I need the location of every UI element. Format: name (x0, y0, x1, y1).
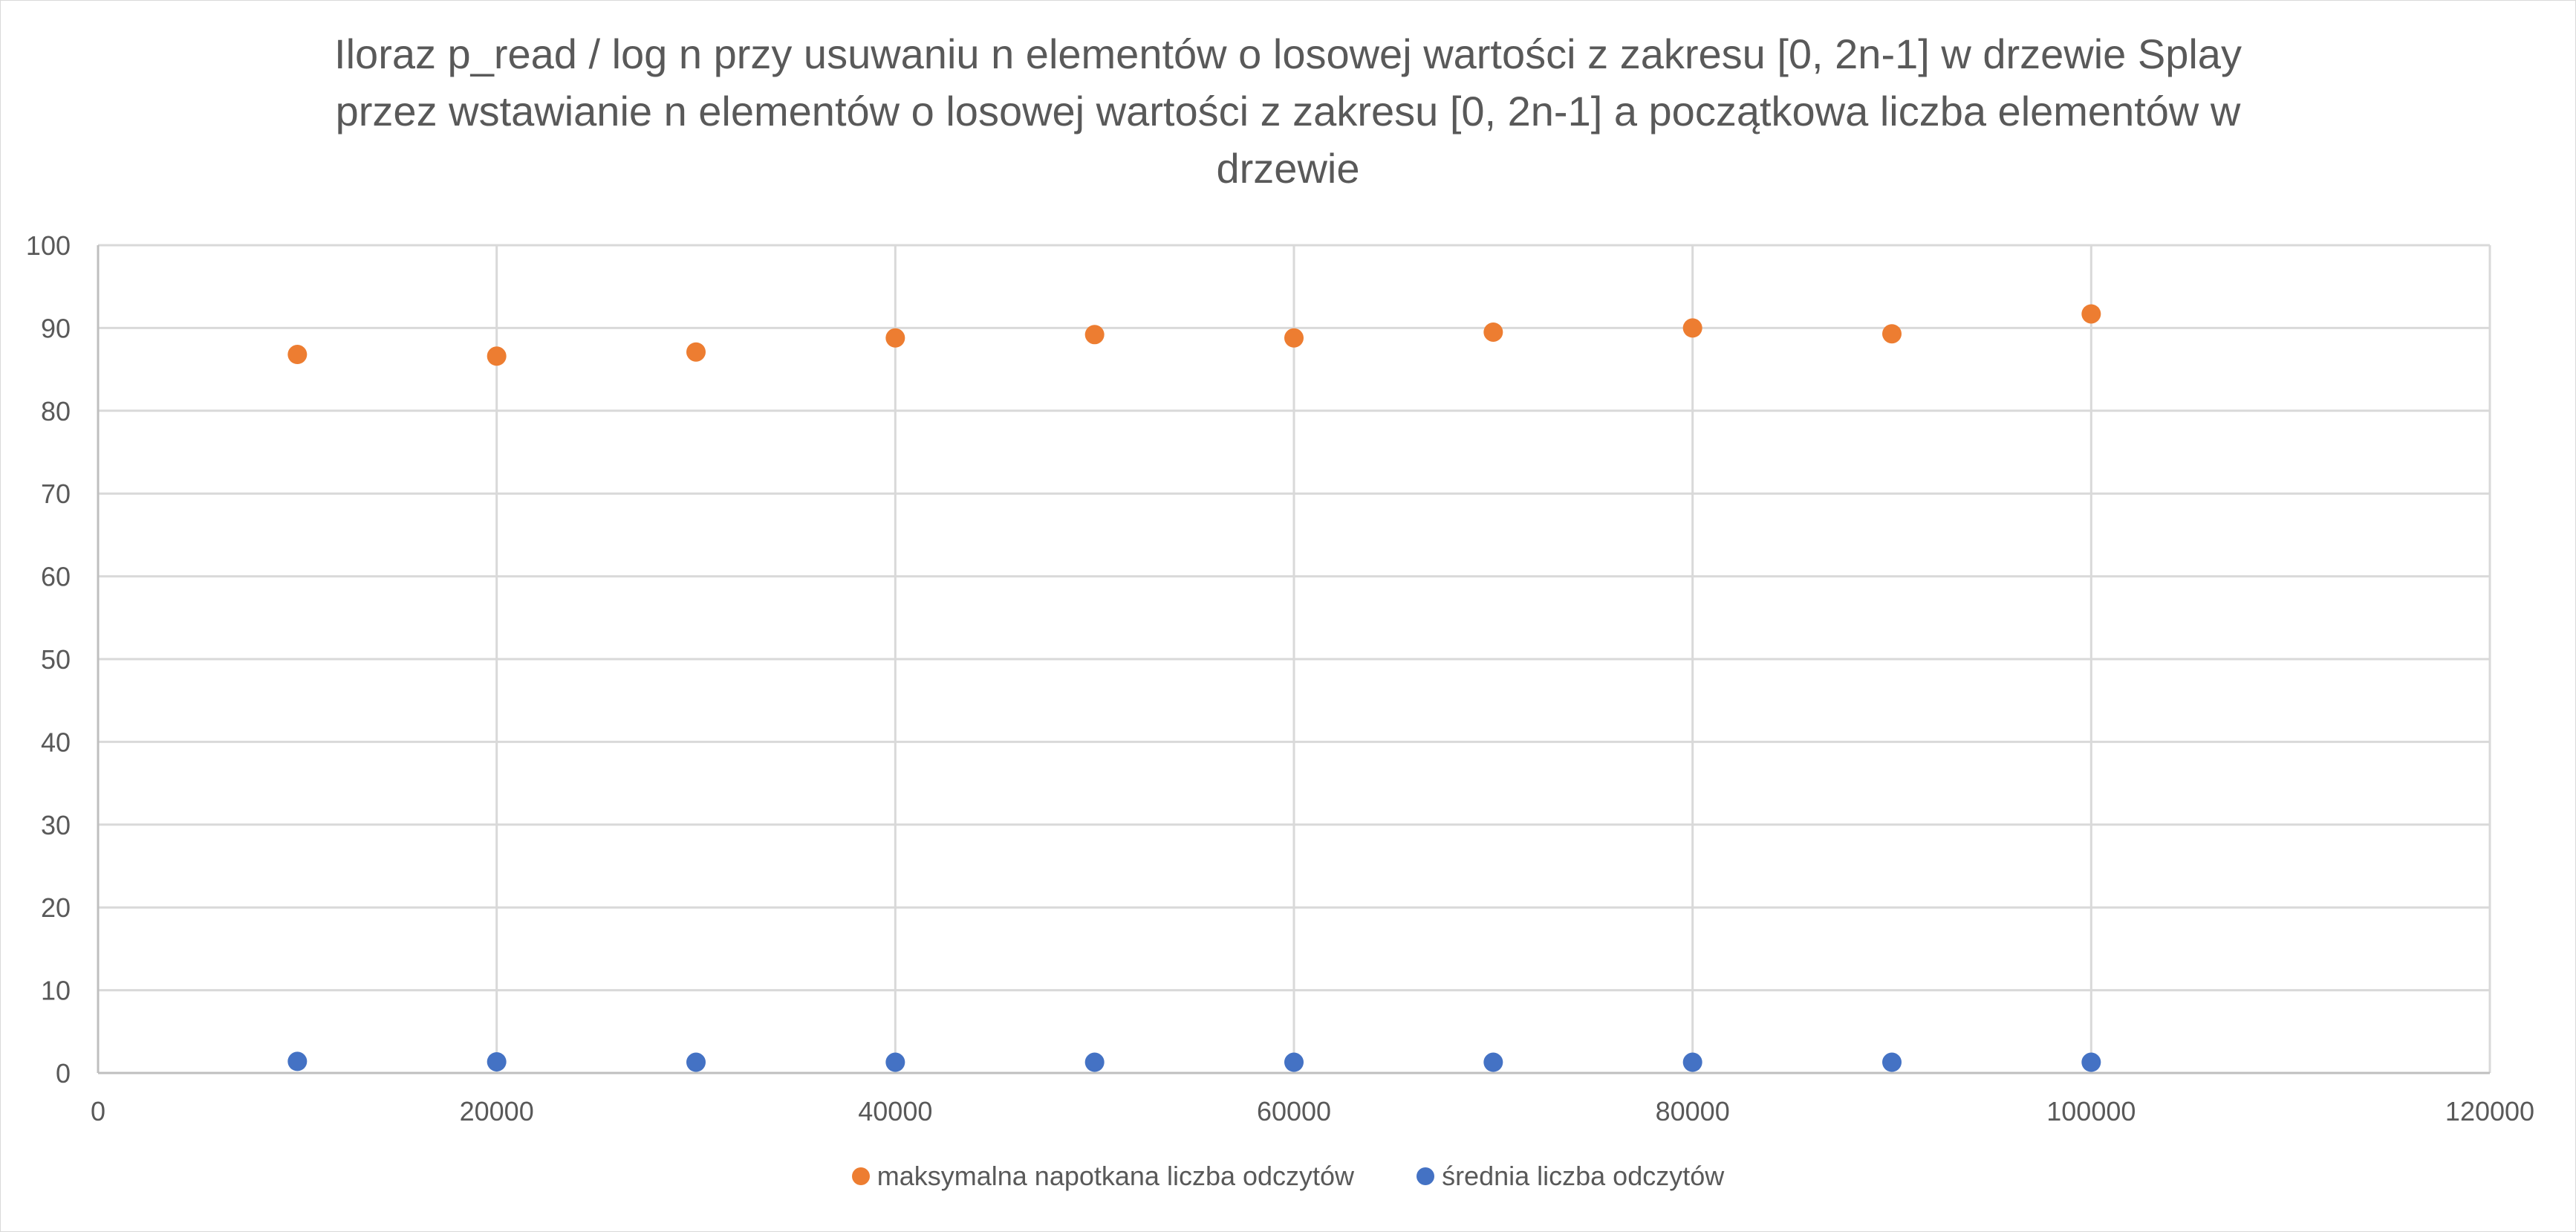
data-point (1284, 328, 1304, 348)
series-2 (287, 1051, 2101, 1072)
y-tick-label: 100 (26, 230, 71, 261)
y-tick-label: 80 (41, 396, 71, 427)
x-tick-label: 100000 (2046, 1096, 2136, 1126)
chart-title: Iloraz p_read / log n przy usuwaniu n el… (149, 25, 2427, 197)
x-tick-label: 0 (91, 1096, 105, 1126)
axes (97, 245, 2490, 1074)
data-point (1882, 1052, 1902, 1072)
chart-title-line-2: przez wstawianie n elementów o losowej w… (335, 88, 2241, 134)
grid-lines (98, 244, 2491, 1073)
legend-label-avg: średnia liczba odczytów (1442, 1161, 1725, 1191)
y-tick-label: 70 (41, 479, 71, 509)
y-tick-label: 60 (41, 562, 71, 592)
x-tick-label: 20000 (460, 1096, 534, 1126)
y-tick-label: 40 (41, 727, 71, 757)
data-point (1682, 318, 1702, 338)
data-point (1084, 325, 1105, 345)
y-tick-label: 20 (41, 892, 71, 923)
y-tick-label: 50 (41, 644, 71, 675)
legend-item-avg: średnia liczba odczytów (1417, 1161, 1724, 1192)
tick-labels: 0 10 20 30 40 50 60 70 80 90 100 0 20000 40000 60000 80… (26, 230, 2534, 1126)
x-tick-label: 120000 (2445, 1096, 2534, 1126)
y-tick-label: 30 (41, 810, 71, 840)
data-point (487, 1051, 507, 1071)
legend-item-max: maksymalna napotkana liczba odczytów (851, 1161, 1355, 1192)
x-tick-label: 80000 (1656, 1096, 1730, 1126)
data-point (885, 328, 905, 348)
data-point (1284, 1052, 1304, 1072)
chart-title-line-1: Iloraz p_read / log n przy usuwaniu n el… (334, 30, 2242, 77)
data-point (487, 346, 507, 366)
data-point (1483, 1052, 1503, 1072)
data-point (1084, 1052, 1105, 1072)
data-point (686, 342, 706, 362)
legend-marker-max (851, 1167, 870, 1185)
chart-title-line-3: drzewie (1216, 145, 1360, 192)
data-point (885, 1052, 905, 1072)
legend: maksymalna napotkana liczba odczytów śre… (0, 1161, 2576, 1192)
data-points (287, 304, 2101, 1072)
legend-marker-avg (1417, 1167, 1435, 1185)
x-tick-label: 60000 (1257, 1096, 1331, 1126)
data-point (1682, 1052, 1702, 1072)
data-point (2081, 1052, 2101, 1072)
data-point (287, 1051, 308, 1071)
y-tick-label: 90 (41, 313, 71, 343)
data-point (686, 1052, 706, 1072)
data-point (1882, 324, 1902, 344)
data-point (2081, 304, 2101, 324)
y-tick-label: 0 (56, 1058, 71, 1089)
data-point (287, 345, 308, 365)
series-1 (287, 304, 2101, 366)
y-tick-label: 10 (41, 976, 71, 1006)
legend-label-max: maksymalna napotkana liczba odczytów (876, 1161, 1355, 1191)
x-tick-label: 40000 (858, 1096, 932, 1126)
data-point (1483, 322, 1503, 342)
